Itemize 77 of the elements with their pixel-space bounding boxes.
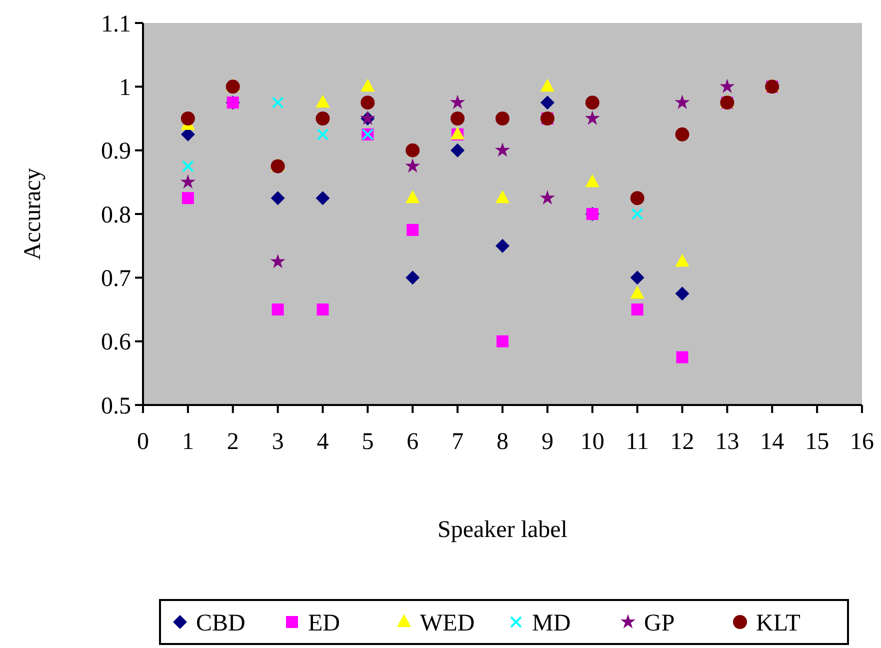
- x-tick-label: 15: [805, 429, 830, 455]
- legend-label: KLT: [756, 610, 801, 636]
- x-tick-label: 9: [541, 429, 554, 455]
- y-tick-label: 0.7: [101, 266, 131, 292]
- point: [272, 304, 284, 316]
- point: [674, 94, 690, 109]
- point: [360, 96, 375, 110]
- x-tick-label: 13: [715, 429, 740, 455]
- x-tick-label: 5: [362, 429, 374, 455]
- point: [270, 254, 286, 268]
- y-tick-label: 0.6: [101, 330, 131, 356]
- point: [540, 96, 554, 110]
- point: [360, 78, 375, 92]
- point: [272, 96, 284, 109]
- x-tick-label: 16: [850, 429, 874, 455]
- point: [496, 190, 510, 204]
- legend-label: CBD: [196, 610, 246, 636]
- point: [496, 335, 508, 348]
- point: [450, 94, 466, 109]
- y-axis-title: Accuracy: [20, 168, 46, 260]
- point: [631, 208, 644, 220]
- point: [405, 158, 420, 173]
- point: [496, 238, 510, 253]
- point: [585, 174, 600, 188]
- y-tick-label: 0.5: [101, 393, 131, 420]
- x-tick-label: 11: [626, 429, 649, 455]
- point: [406, 270, 420, 285]
- point: [316, 191, 330, 206]
- point: [182, 192, 194, 204]
- point: [316, 128, 329, 140]
- point: [585, 96, 600, 110]
- point: [540, 78, 554, 92]
- point: [584, 110, 600, 125]
- legend-label: MD: [532, 610, 571, 636]
- point: [630, 191, 644, 206]
- point: [540, 190, 555, 204]
- point: [675, 254, 690, 267]
- legend-label: ED: [308, 610, 340, 636]
- point: [316, 112, 330, 126]
- point: [720, 78, 735, 94]
- point: [450, 143, 465, 158]
- legend-label: WED: [420, 610, 475, 636]
- point: [316, 304, 329, 316]
- point: [675, 286, 690, 301]
- point: [494, 142, 510, 157]
- point: [630, 286, 644, 299]
- point: [180, 112, 195, 126]
- x-tick-label: 3: [272, 429, 284, 455]
- y-tick-label: 1: [119, 75, 131, 102]
- point: [406, 190, 420, 204]
- x-tick-label: 4: [316, 429, 329, 455]
- x-tick-label: 1: [182, 429, 194, 455]
- point: [630, 270, 644, 285]
- point: [676, 351, 688, 364]
- y-tick-label: 1.1: [101, 11, 131, 38]
- point: [450, 112, 465, 126]
- point: [316, 94, 330, 108]
- point: [496, 112, 510, 126]
- point: [675, 127, 690, 142]
- point: [180, 174, 196, 189]
- point: [270, 191, 285, 206]
- x-axis-title: Speaker label: [438, 517, 568, 543]
- legend-label: GP: [644, 610, 675, 636]
- x-tick-label: 8: [496, 429, 508, 455]
- x-tick-label: 2: [226, 429, 239, 455]
- y-tick-label: 0.9: [101, 138, 131, 165]
- point: [406, 143, 420, 158]
- x-tick-label: 0: [137, 429, 149, 455]
- x-tick-label: 6: [406, 429, 419, 455]
- point: [631, 304, 644, 316]
- point: [406, 224, 419, 236]
- x-tick-label: 7: [452, 429, 464, 455]
- y-tick-label: 0.8: [101, 202, 131, 228]
- x-tick-label: 14: [760, 429, 784, 455]
- point: [182, 160, 194, 172]
- x-tick-label: 10: [580, 429, 604, 455]
- x-tick-label: 12: [670, 429, 694, 455]
